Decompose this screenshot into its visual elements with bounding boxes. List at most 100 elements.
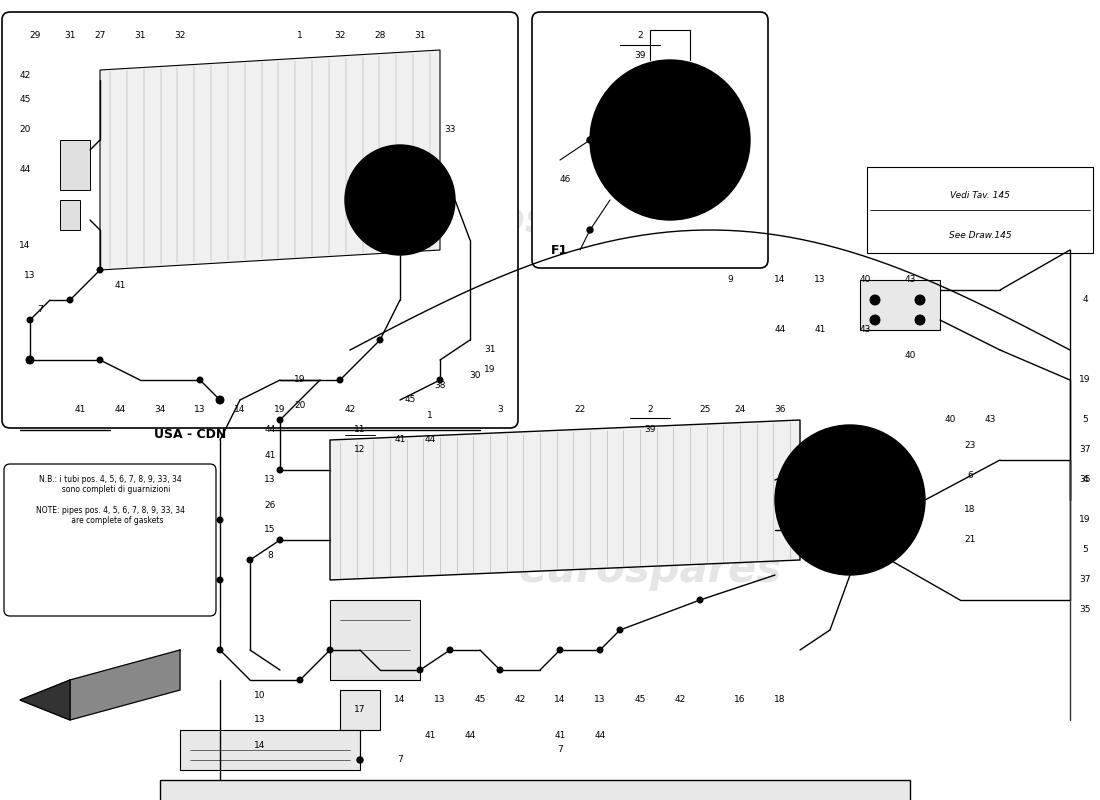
Circle shape — [437, 378, 443, 383]
Text: 2: 2 — [637, 30, 642, 39]
Circle shape — [497, 667, 503, 673]
Text: 11: 11 — [354, 426, 365, 434]
Polygon shape — [330, 420, 800, 580]
Text: 12: 12 — [354, 446, 365, 454]
Text: 14: 14 — [20, 241, 31, 250]
Text: 1: 1 — [297, 30, 302, 39]
Text: 45: 45 — [20, 95, 31, 105]
Text: 13: 13 — [254, 715, 266, 725]
Text: 41: 41 — [264, 450, 276, 459]
Text: 45: 45 — [474, 695, 486, 705]
Text: 30: 30 — [470, 370, 481, 379]
Circle shape — [365, 165, 435, 235]
Text: 7: 7 — [557, 746, 563, 754]
Circle shape — [377, 338, 383, 342]
Text: 41: 41 — [75, 406, 86, 414]
Text: 19: 19 — [1079, 375, 1091, 385]
Text: 16: 16 — [735, 695, 746, 705]
Circle shape — [248, 557, 253, 563]
Text: See Draw.145: See Draw.145 — [948, 230, 1011, 239]
Text: 31: 31 — [134, 30, 145, 39]
Text: 4: 4 — [1082, 475, 1088, 485]
Text: 19: 19 — [274, 406, 286, 414]
Circle shape — [197, 378, 202, 383]
Text: USA - CDN: USA - CDN — [154, 429, 227, 442]
Circle shape — [277, 538, 283, 542]
Text: 7: 7 — [37, 306, 43, 314]
Text: 10: 10 — [254, 690, 266, 699]
Text: 2: 2 — [647, 406, 652, 414]
Text: 43: 43 — [904, 275, 915, 285]
Text: 39: 39 — [645, 426, 656, 434]
Text: 42: 42 — [515, 695, 526, 705]
Text: 25: 25 — [700, 406, 711, 414]
Bar — [60, 140, 90, 190]
Bar — [330, 600, 420, 680]
Text: 18: 18 — [774, 695, 785, 705]
Circle shape — [67, 297, 73, 302]
Circle shape — [217, 578, 223, 582]
Text: 40: 40 — [944, 415, 956, 425]
Circle shape — [825, 475, 874, 525]
Polygon shape — [20, 680, 70, 720]
Circle shape — [558, 647, 563, 653]
Text: 41: 41 — [394, 435, 406, 445]
Text: eurospares: eurospares — [518, 549, 782, 591]
Text: 20: 20 — [20, 126, 31, 134]
Text: 44: 44 — [20, 166, 31, 174]
Circle shape — [345, 145, 455, 255]
Text: 45: 45 — [405, 395, 416, 405]
Text: 41: 41 — [425, 730, 436, 739]
Bar — [860, 280, 940, 330]
Text: 27: 27 — [95, 30, 106, 39]
Circle shape — [97, 267, 102, 273]
Text: 13: 13 — [264, 475, 276, 485]
Bar — [180, 730, 360, 770]
Text: 32: 32 — [334, 30, 345, 39]
Polygon shape — [100, 50, 440, 270]
Circle shape — [915, 315, 925, 325]
Circle shape — [776, 425, 925, 575]
Text: 31: 31 — [64, 30, 76, 39]
Text: 18: 18 — [965, 506, 976, 514]
Text: 4: 4 — [1082, 295, 1088, 305]
Text: 5: 5 — [1082, 415, 1088, 425]
Circle shape — [297, 677, 302, 682]
Text: 44: 44 — [425, 435, 436, 445]
Text: 46: 46 — [559, 175, 571, 185]
Text: 29: 29 — [30, 30, 41, 39]
Text: 41: 41 — [814, 326, 826, 334]
Text: 40: 40 — [859, 275, 871, 285]
Circle shape — [798, 527, 803, 533]
Bar — [340, 690, 379, 730]
Text: 9: 9 — [727, 275, 733, 285]
Text: 17: 17 — [354, 706, 365, 714]
Text: 14: 14 — [234, 406, 245, 414]
Text: 20: 20 — [295, 401, 306, 410]
Circle shape — [870, 295, 880, 305]
Text: 15: 15 — [264, 526, 276, 534]
Circle shape — [587, 137, 593, 143]
Text: 13: 13 — [24, 270, 35, 279]
Text: 13: 13 — [814, 275, 826, 285]
Circle shape — [28, 317, 33, 322]
Text: 41: 41 — [554, 730, 565, 739]
Circle shape — [870, 315, 880, 325]
Text: 42: 42 — [344, 406, 355, 414]
FancyBboxPatch shape — [532, 12, 768, 268]
Text: F1: F1 — [551, 243, 569, 257]
Circle shape — [597, 647, 603, 653]
Text: eurospares: eurospares — [418, 199, 682, 241]
Text: 37: 37 — [1079, 446, 1091, 454]
Text: 44: 44 — [114, 406, 125, 414]
Text: 44: 44 — [594, 730, 606, 739]
Text: Vedi Tav. 145: Vedi Tav. 145 — [950, 190, 1010, 199]
Circle shape — [216, 396, 224, 404]
Circle shape — [587, 227, 593, 233]
Text: 5: 5 — [1082, 546, 1088, 554]
Text: 31: 31 — [415, 30, 426, 39]
Text: N.B.: i tubi pos. 4, 5, 6, 7, 8, 9, 33, 34
     sono completi di guarnizioni

NO: N.B.: i tubi pos. 4, 5, 6, 7, 8, 9, 33, … — [35, 474, 185, 526]
Text: 39: 39 — [635, 50, 646, 59]
Text: 34: 34 — [154, 406, 166, 414]
FancyBboxPatch shape — [2, 12, 518, 428]
